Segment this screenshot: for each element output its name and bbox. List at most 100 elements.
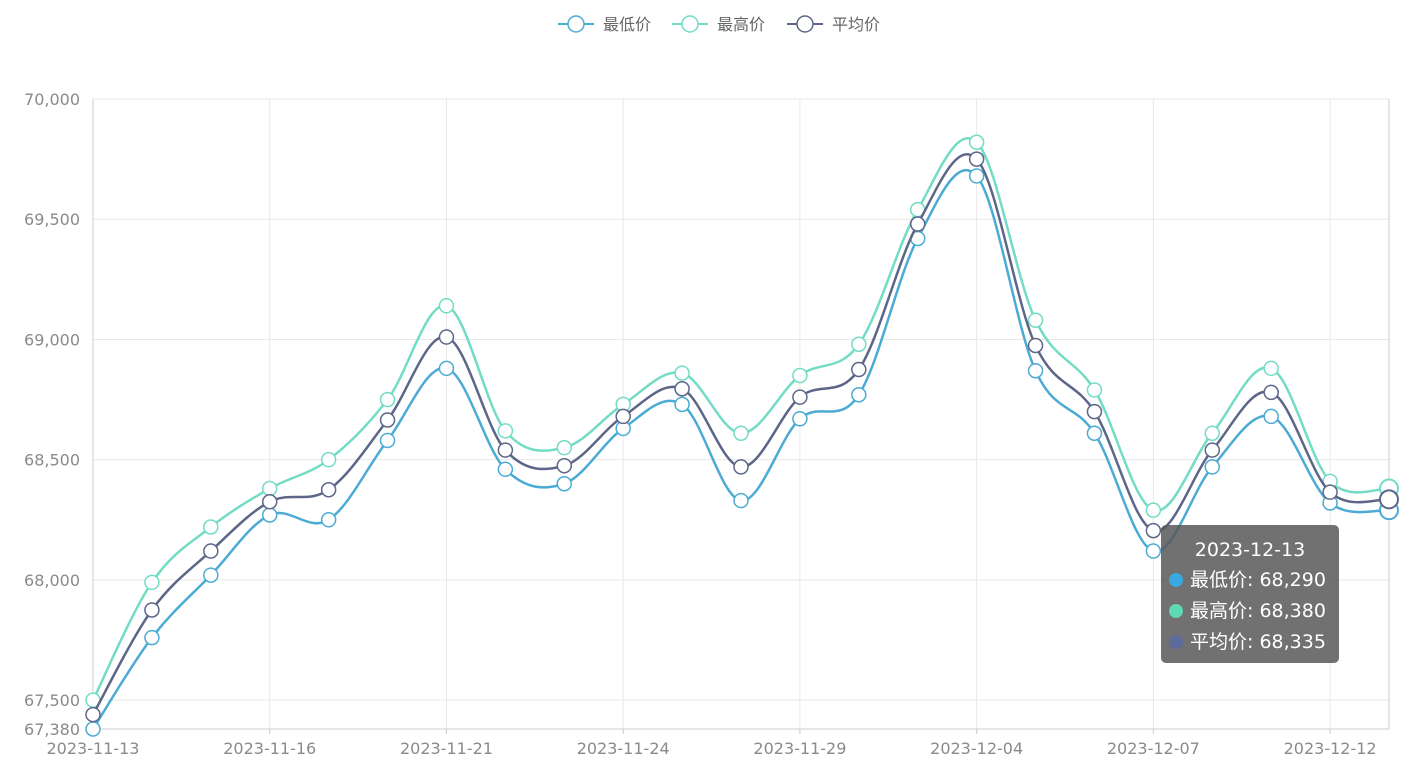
- data-point: [203, 567, 219, 583]
- data-point: [1145, 522, 1162, 539]
- data-point: [1027, 337, 1044, 354]
- data-point: [144, 602, 160, 618]
- data-point: [733, 425, 749, 441]
- x-tick-label: 2023-11-16: [223, 739, 316, 758]
- data-point: [1379, 489, 1399, 510]
- data-point: [968, 151, 985, 167]
- data-point: [320, 512, 337, 528]
- data-point: [85, 721, 101, 737]
- data-point: [497, 423, 514, 439]
- data-point: [1027, 362, 1044, 379]
- legend-item: 最低价: [558, 15, 651, 34]
- data-point: [1027, 312, 1044, 328]
- data-point: [261, 480, 278, 497]
- data-point: [851, 336, 867, 353]
- data-point: [674, 381, 690, 397]
- data-point: [851, 361, 867, 378]
- data-point: [438, 360, 455, 377]
- y-tick-label: 67,380: [24, 720, 80, 739]
- x-tick-label: 2023-12-12: [1284, 739, 1377, 758]
- data-point: [1145, 502, 1162, 518]
- data-point: [851, 387, 867, 403]
- data-point: [497, 442, 514, 458]
- series-avg: [85, 151, 1399, 723]
- legend-marker: [567, 15, 585, 33]
- data-point: [792, 367, 808, 384]
- y-tick-label: 69,000: [24, 330, 80, 349]
- data-point: [144, 629, 160, 646]
- series-low: [85, 168, 1399, 737]
- data-point: [379, 412, 396, 428]
- data-point: [1086, 403, 1103, 420]
- data-point: [556, 475, 573, 492]
- x-tick-label: 2023-12-07: [1107, 739, 1200, 758]
- data-point: [438, 298, 455, 314]
- data-point: [615, 408, 631, 425]
- data-point: [556, 457, 573, 474]
- tooltip-low-label: 最低价: 68,290: [1190, 569, 1326, 591]
- tooltip-row-low: 最低价: 68,290: [1169, 565, 1331, 596]
- data-point: [379, 432, 396, 449]
- data-point: [1263, 408, 1279, 425]
- data-point: [556, 439, 573, 456]
- y-tick-label: 70,000: [24, 90, 80, 109]
- data-point: [1086, 425, 1103, 441]
- data-point: [144, 574, 160, 591]
- data-point: [320, 481, 337, 498]
- data-point: [1263, 384, 1279, 401]
- x-tick-label: 2023-11-29: [753, 739, 846, 758]
- data-point: [1204, 459, 1221, 475]
- series-layer: [85, 134, 1399, 737]
- y-tick-label: 68,000: [24, 571, 80, 590]
- tooltip-dot-high: [1169, 604, 1183, 618]
- data-point: [968, 168, 985, 184]
- data-point: [261, 507, 278, 523]
- legend: 最低价 最高价 平均价: [558, 15, 880, 34]
- data-point: [1086, 382, 1103, 398]
- data-point: [379, 391, 396, 408]
- tooltip-dot-avg: [1169, 635, 1183, 649]
- tooltip-avg-label: 平均价: 68,335: [1190, 631, 1326, 653]
- data-point: [1263, 360, 1279, 377]
- data-point: [968, 134, 985, 151]
- tooltip: 2023-12-13 最低价: 68,290 最高价: 68,380 平均价: …: [1161, 525, 1339, 663]
- data-point: [674, 396, 690, 413]
- tooltip-row-avg: 平均价: 68,335: [1169, 627, 1331, 658]
- legend-label: 平均价: [832, 15, 880, 34]
- legend-label: 最低价: [603, 15, 651, 34]
- data-point: [1204, 425, 1221, 441]
- data-point: [792, 389, 808, 405]
- x-tick-label: 2023-11-21: [400, 739, 493, 758]
- data-point: [1322, 484, 1338, 500]
- data-point: [320, 451, 337, 468]
- legend-marker: [796, 15, 814, 33]
- tooltip-row-high: 最高价: 68,380: [1169, 596, 1331, 627]
- x-tick-label: 2023-11-24: [577, 739, 670, 758]
- data-point: [203, 519, 219, 535]
- y-tick-label: 69,500: [24, 210, 80, 229]
- data-point: [733, 459, 749, 475]
- x-tick-label: 2023-11-13: [47, 739, 140, 758]
- legend-marker: [681, 15, 699, 33]
- x-tick-label: 2023-12-04: [930, 739, 1023, 758]
- legend-item: 最高价: [672, 15, 765, 34]
- y-tick-label: 68,500: [24, 451, 80, 470]
- legend-item: 平均价: [787, 15, 880, 34]
- axes: 67,380 67,500 68,000 68,500 69,000 69,500 70,0…: [24, 90, 1390, 758]
- data-point: [909, 216, 926, 232]
- data-point: [674, 365, 690, 381]
- data-point: [1204, 442, 1221, 458]
- data-point: [261, 494, 278, 510]
- data-point: [85, 706, 101, 723]
- data-point: [438, 329, 455, 345]
- data-point: [733, 492, 749, 509]
- data-point: [497, 461, 514, 478]
- data-point: [1145, 543, 1162, 559]
- tooltip-title: 2023-12-13: [1194, 539, 1306, 561]
- legend-label: 最高价: [717, 15, 765, 34]
- data-point: [203, 543, 219, 559]
- y-tick-label: 67,500: [24, 691, 80, 710]
- tooltip-dot-low: [1169, 573, 1183, 587]
- data-point: [792, 411, 808, 427]
